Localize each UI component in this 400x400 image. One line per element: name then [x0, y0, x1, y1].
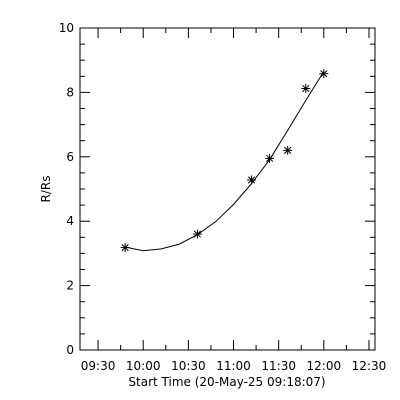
- data-point: [120, 243, 130, 253]
- x-tick-labels: 09:30 10:00 10:30 11:00 11:30 12:00 12:30: [81, 359, 387, 373]
- y-tick-label: 2: [66, 279, 74, 293]
- x-tick-label: 10:30: [171, 359, 206, 373]
- y-tick-label: 8: [66, 85, 74, 99]
- data-point: [247, 175, 257, 185]
- data-points: [120, 69, 329, 253]
- data-point: [283, 145, 293, 155]
- fit-curve: [125, 71, 325, 252]
- x-tick-label: 11:30: [261, 359, 296, 373]
- x-axis-title: Start Time (20-May-25 09:18:07): [128, 375, 325, 389]
- x-tick-label: 10:00: [126, 359, 161, 373]
- y-tick-label: 0: [66, 343, 74, 357]
- y-axis-title: R/Rs: [39, 176, 53, 203]
- x-tick-label: 11:00: [216, 359, 251, 373]
- y-tick-label: 10: [59, 21, 74, 35]
- data-point: [301, 84, 311, 94]
- y-tick-labels: 0 2 4 6 8 10: [59, 21, 74, 357]
- data-point: [319, 69, 329, 79]
- plot-frame: [79, 27, 376, 351]
- data-point: [265, 153, 275, 163]
- x-tick-label: 12:30: [352, 359, 387, 373]
- y-tick-label: 6: [66, 150, 74, 164]
- x-tick-label: 12:00: [307, 359, 342, 373]
- y-tick-label: 4: [66, 214, 74, 228]
- tick-marks: [80, 27, 375, 351]
- data-point: [192, 229, 202, 239]
- x-tick-label: 09:30: [81, 359, 116, 373]
